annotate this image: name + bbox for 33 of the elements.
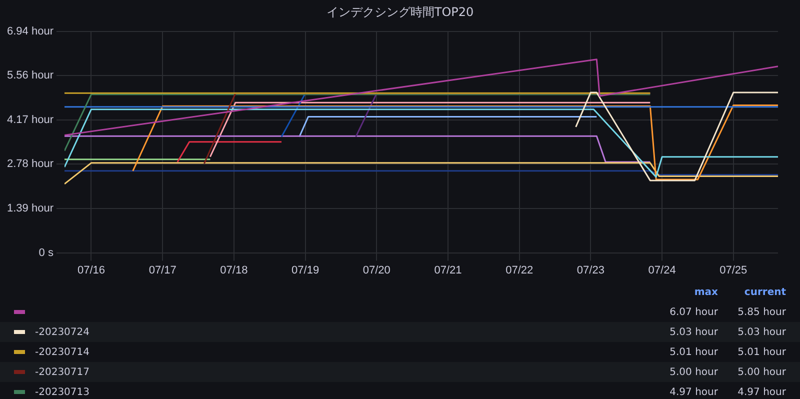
legend-label: -20230714 — [35, 346, 91, 358]
text: 5.03 hour — [736, 326, 786, 338]
text: 5.03 hour — [668, 326, 718, 338]
y-tick-label: 1.39 hour — [6, 202, 54, 215]
text: 5.85 hour — [736, 306, 786, 318]
y-tick-label: 2.78 hour — [6, 158, 54, 170]
x-tick-label: 07/17 — [148, 264, 176, 276]
x-tick-label: 07/25 — [720, 264, 748, 276]
x-tick-label: 07/19 — [292, 264, 320, 276]
x-tick-label: 07/18 — [220, 264, 248, 276]
text: 4.97 hour — [668, 386, 718, 398]
text: 4.97 hour — [736, 386, 786, 398]
legend-label: -20230717 — [35, 366, 91, 378]
text: 5.01 hour — [668, 346, 718, 358]
legend-label: -20230713 — [35, 386, 91, 398]
x-tick-label: 07/24 — [648, 264, 676, 276]
legend-label: -20230724 — [35, 326, 91, 338]
text: 5.00 hour — [668, 366, 718, 378]
text: 5.01 hour — [736, 346, 786, 358]
text: current — [743, 286, 786, 298]
y-tick-label: 5.56 hour — [6, 70, 54, 82]
x-tick-label: 07/20 — [362, 264, 390, 276]
x-tick-label: 07/23 — [576, 264, 604, 276]
x-tick-label: 07/22 — [506, 264, 534, 276]
chart-title: インデクシング時間TOP20 — [325, 4, 475, 21]
text: 5.00 hour — [736, 366, 786, 378]
x-tick-label: 07/21 — [434, 264, 462, 276]
x-tick-label: 07/16 — [77, 264, 106, 276]
y-tick-label: 6.94 hour — [6, 26, 54, 38]
y-tick-label: 0 s — [38, 246, 54, 259]
text: max — [693, 286, 718, 298]
text: 6.07 hour — [668, 306, 718, 318]
y-tick-label: 4.17 hour — [6, 114, 54, 126]
